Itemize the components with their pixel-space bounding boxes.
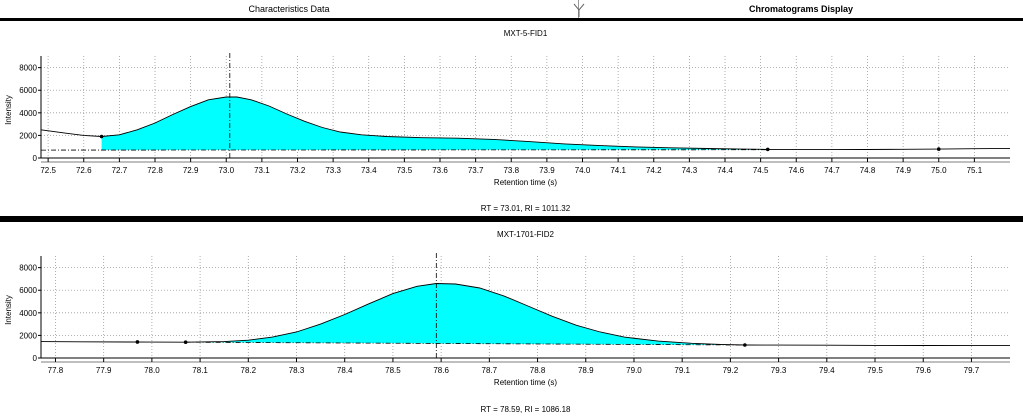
y-tick-label: 6000 xyxy=(19,286,37,295)
data-point-marker xyxy=(135,340,140,344)
x-tick-label: 73.7 xyxy=(468,166,484,175)
x-tick-label: 78.0 xyxy=(144,366,160,375)
x-tick-label: 78.8 xyxy=(530,366,546,375)
x-tick-label: 79.1 xyxy=(674,366,690,375)
x-tick-label: 79.7 xyxy=(964,366,980,375)
y-tick-label: 0 xyxy=(33,154,38,163)
x-tick-label: 78.9 xyxy=(578,366,594,375)
signal-line xyxy=(40,283,1010,347)
x-axis-label: Retention time (s) xyxy=(494,378,557,387)
x-tick-label: 72.8 xyxy=(147,166,163,175)
data-point-marker xyxy=(99,134,104,139)
x-axis-label: Retention time (s) xyxy=(494,178,557,187)
chart-title: MXT-1701-FID2 xyxy=(497,230,554,239)
x-tick-label: 74.6 xyxy=(788,166,804,175)
x-tick-label: 72.5 xyxy=(40,166,56,175)
x-tick-label: 78.7 xyxy=(482,366,498,375)
x-tick-label: 74.3 xyxy=(682,166,698,175)
x-tick-label: 73.3 xyxy=(325,166,341,175)
data-point-marker xyxy=(765,147,770,152)
x-tick-label: 72.7 xyxy=(112,166,128,175)
baseline-line xyxy=(185,341,745,346)
x-tick-label: 78.3 xyxy=(289,366,305,375)
x-tick-label: 79.4 xyxy=(819,366,835,375)
y-tick-label: 2000 xyxy=(19,331,37,340)
panel-divider[interactable] xyxy=(0,216,1023,222)
x-tick-label: 72.6 xyxy=(76,166,92,175)
x-tick-label: 77.9 xyxy=(96,366,112,375)
data-point-marker xyxy=(743,343,747,347)
x-tick-label: 75.0 xyxy=(931,166,947,175)
y-axis-label: Intensity xyxy=(4,295,13,325)
y-tick-label: 2000 xyxy=(19,131,37,140)
x-tick-label: 78.2 xyxy=(241,366,257,375)
x-tick-label: 78.6 xyxy=(433,366,449,375)
x-tick-label: 79.0 xyxy=(626,366,642,375)
x-tick-label: 74.8 xyxy=(860,166,876,175)
x-tick-label: 79.6 xyxy=(915,366,931,375)
y-tick-label: 8000 xyxy=(19,64,37,73)
x-tick-label: 74.2 xyxy=(646,166,662,175)
y-tick-label: 4000 xyxy=(19,109,37,118)
x-tick-label: 73.2 xyxy=(290,166,306,175)
tab-characteristics-data[interactable]: Characteristics Data xyxy=(0,0,579,18)
x-tick-label: 73.6 xyxy=(432,166,448,175)
tab-bar: Characteristics Data Chromatograms Displ… xyxy=(0,0,1023,21)
y-tick-label: 4000 xyxy=(19,309,37,318)
x-tick-label: 74.0 xyxy=(575,166,591,175)
x-tick-label: 78.5 xyxy=(385,366,401,375)
x-tick-label: 73.1 xyxy=(254,166,270,175)
x-tick-label: 73.9 xyxy=(539,166,555,175)
x-tick-label: 75.1 xyxy=(967,166,983,175)
x-tick-label: 79.2 xyxy=(723,366,739,375)
chromatogram-chart-fid2: MXT-1701-FID2 0 2000 4000 6000 8000 77.8 77.9 78… xyxy=(4,230,1010,414)
x-tick-label: 74.7 xyxy=(824,166,840,175)
x-tick-label: 74.5 xyxy=(753,166,769,175)
x-tick-label: 73.4 xyxy=(361,166,377,175)
x-tick-label: 73.5 xyxy=(397,166,413,175)
chart-title: MXT-5-FID1 xyxy=(504,29,548,38)
x-tick-label: 73.0 xyxy=(218,166,234,175)
x-tick-label: 74.4 xyxy=(717,166,733,175)
rt-ri-readout: RT = 78.59, RI = 1086.18 xyxy=(481,405,572,414)
y-axis-label: Intensity xyxy=(4,95,13,125)
y-tick-label: 8000 xyxy=(19,264,37,273)
signal-line xyxy=(40,96,1011,151)
data-point-marker xyxy=(183,340,188,344)
x-tick-label: 73.8 xyxy=(503,166,519,175)
x-tick-label: 79.3 xyxy=(771,366,787,375)
x-tick-label: 78.4 xyxy=(337,366,353,375)
x-tick-label: 77.8 xyxy=(48,366,64,375)
tab-chromatograms-display[interactable]: Chromatograms Display xyxy=(748,4,854,14)
chromatogram-chart-fid1: MXT-5-FID1 0 2000 4000 6000 8000 72.5 72.6 72.7 7… xyxy=(4,29,1011,213)
y-tick-label: 6000 xyxy=(19,86,37,95)
x-tick-label: 72.9 xyxy=(183,166,199,175)
x-tick-label: 79.5 xyxy=(867,366,883,375)
data-point-marker xyxy=(936,147,941,151)
x-tick-label: 74.9 xyxy=(895,166,911,175)
y-tick-label: 0 xyxy=(33,354,38,363)
x-tick-label: 74.1 xyxy=(610,166,626,175)
rt-ri-readout: RT = 73.01, RI = 1011.32 xyxy=(481,204,571,213)
peak-area xyxy=(101,97,768,151)
splitter-handle-icon[interactable] xyxy=(573,3,585,17)
peak-area xyxy=(185,283,745,345)
x-tick-label: 78.1 xyxy=(192,366,208,375)
